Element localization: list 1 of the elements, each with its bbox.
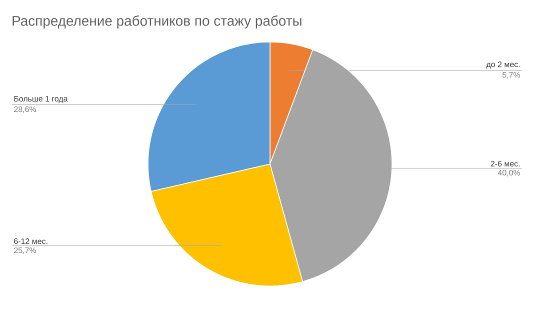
chart-title: Распределение работников по стажу работы	[12, 15, 302, 29]
